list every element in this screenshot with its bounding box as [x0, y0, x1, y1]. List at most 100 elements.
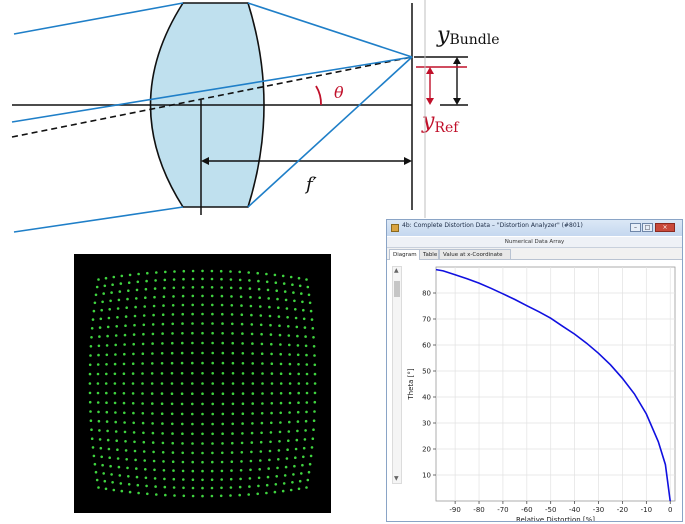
spot-dot: [283, 474, 287, 477]
spot-dot: [181, 451, 184, 455]
x-tick-label: -20: [617, 506, 628, 514]
maximize-button[interactable]: □: [642, 223, 653, 232]
spot-dot: [135, 288, 139, 292]
spot-dot: [294, 456, 297, 459]
spot-dot: [291, 283, 294, 286]
spot-dot: [266, 475, 270, 479]
spot-dot: [182, 486, 185, 490]
spot-dot: [247, 271, 250, 274]
spot-dot: [180, 412, 184, 416]
tab-table[interactable]: Table: [419, 249, 439, 259]
spot-dot: [141, 352, 145, 355]
chevron-up-icon[interactable]: ▲: [394, 267, 399, 274]
vertical-scrollbar[interactable]: ▲ ▼: [392, 266, 402, 484]
spot-dot: [181, 312, 184, 316]
spot-dot: [103, 284, 107, 288]
spot-dot: [270, 342, 273, 346]
spot-dot: [145, 484, 148, 488]
spot-dot: [162, 295, 166, 298]
x-tick-label: -60: [521, 506, 532, 514]
spot-dot: [152, 304, 156, 308]
spot-dot: [191, 351, 194, 355]
spot-dot: [260, 412, 264, 415]
spot-dot: [249, 304, 253, 308]
spot-dot: [231, 392, 235, 395]
spot-dot: [172, 286, 176, 290]
spot-dot: [265, 272, 268, 276]
spot-dot: [221, 442, 224, 445]
spot-dot: [201, 269, 204, 273]
spot-dot: [105, 372, 108, 376]
spot-dot: [309, 309, 313, 313]
close-button[interactable]: ×: [655, 223, 675, 232]
spot-dot: [257, 484, 260, 488]
minimize-button[interactable]: –: [630, 223, 641, 232]
spot-dot: [297, 391, 300, 395]
spot-dot: [256, 492, 259, 496]
spot-dot: [279, 382, 283, 385]
spot-dot: [163, 485, 167, 489]
spot-dot: [270, 411, 273, 415]
window-titlebar[interactable]: 4b: Complete Distortion Data – "Distorti…: [387, 220, 682, 236]
spot-dot: [273, 490, 277, 494]
spot-dot: [90, 336, 93, 339]
spot-dot: [249, 459, 253, 463]
spot-dot: [181, 303, 185, 307]
spot-dot: [303, 438, 307, 441]
spot-dot: [221, 341, 224, 345]
spot-dot: [239, 295, 243, 298]
spot-dot: [151, 412, 154, 415]
theta-arc: [315, 85, 322, 106]
spot-dot: [210, 277, 214, 281]
spot-dot: [180, 372, 184, 375]
spot-dot: [279, 362, 283, 366]
spot-dot: [180, 351, 184, 355]
spot-dot: [241, 342, 244, 345]
spot-dot: [135, 297, 138, 300]
spot-dot: [201, 442, 204, 445]
spot-dot: [306, 478, 310, 482]
spot-dot: [123, 352, 126, 356]
spot-dot: [211, 460, 214, 464]
tab-diagram[interactable]: Diagram: [389, 249, 420, 260]
spot-dot: [279, 401, 283, 405]
spot-dot: [270, 382, 274, 385]
spot-dot: [229, 286, 233, 290]
scroll-thumb[interactable]: [394, 281, 400, 297]
spot-dot: [240, 304, 243, 307]
spot-dot: [211, 331, 214, 335]
spot-dot: [128, 490, 132, 494]
chevron-down-icon[interactable]: ▼: [394, 475, 399, 482]
spot-dot: [289, 488, 293, 492]
spot-dot: [96, 372, 100, 376]
spot-dot: [113, 401, 117, 405]
spot-dot: [191, 341, 194, 345]
spot-dot: [221, 361, 225, 365]
spot-dot: [142, 332, 145, 336]
spot-dot: [181, 294, 185, 298]
spot-dot: [123, 411, 126, 415]
spot-dot: [163, 477, 166, 481]
spot-dot: [135, 467, 138, 470]
spot-dot: [164, 493, 167, 497]
spot-dot: [146, 492, 149, 496]
spot-dot: [201, 422, 204, 426]
y-tick-label: 50: [422, 368, 431, 376]
spot-dot: [259, 450, 263, 453]
spot-dot: [296, 429, 299, 433]
spot-dot: [131, 362, 135, 365]
spot-dot: [171, 460, 175, 463]
spot-dot: [180, 361, 184, 365]
spot-dot: [312, 345, 316, 348]
spot-dot: [89, 345, 93, 348]
spot-dot: [260, 421, 264, 425]
spot-dot: [146, 271, 149, 275]
spot-dot: [230, 460, 234, 463]
spot-dot: [296, 344, 300, 347]
spot-dot: [105, 410, 109, 414]
spot-dot: [311, 437, 315, 440]
spot-dot: [274, 483, 278, 486]
spot-dot: [221, 312, 224, 316]
spot-dot: [172, 278, 176, 281]
tab-value-at-x[interactable]: Value at x-Coordinate: [439, 249, 511, 259]
